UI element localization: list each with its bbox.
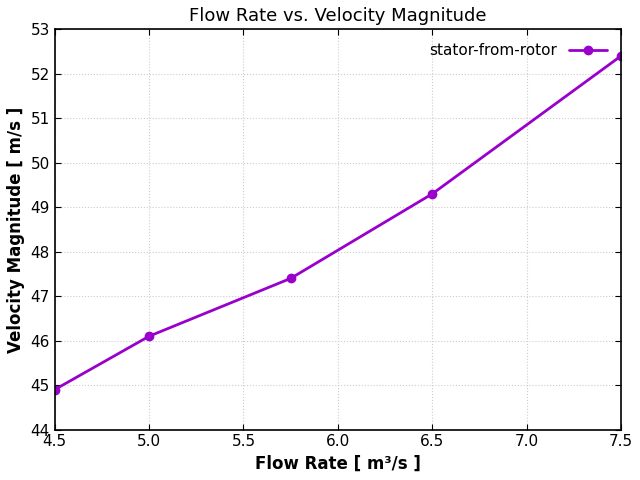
Line: stator-from-rotor: stator-from-rotor [51,52,625,394]
Title: Flow Rate vs. Velocity Magnitude: Flow Rate vs. Velocity Magnitude [189,7,486,25]
stator-from-rotor [428,191,436,197]
Y-axis label: Velocity Magnitude [ m/s ]: Velocity Magnitude [ m/s ] [7,107,25,353]
stator-from-rotor [145,333,153,339]
X-axis label: Flow Rate [ m³/s ]: Flow Rate [ m³/s ] [255,455,421,473]
stator-from-rotor [287,276,294,281]
stator-from-rotor [617,53,625,59]
stator-from-rotor [51,387,59,393]
Legend: stator-from-rotor: stator-from-rotor [423,37,613,64]
